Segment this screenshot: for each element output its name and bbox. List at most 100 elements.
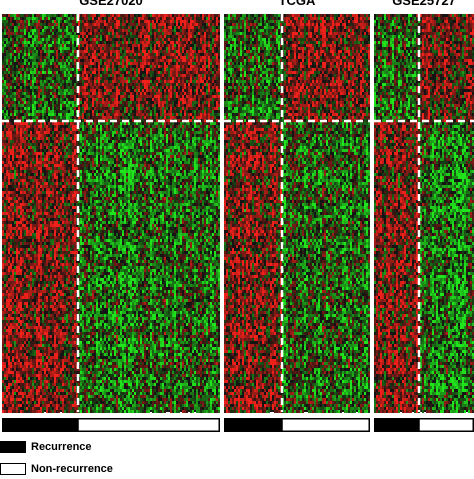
heatmap-cell <box>116 80 118 83</box>
heatmap-cell <box>86 134 88 137</box>
heatmap-cell <box>88 17 90 20</box>
heatmap-cell <box>104 104 106 107</box>
heatmap-cell <box>216 125 218 128</box>
heatmap-cell <box>52 131 54 134</box>
heatmap-cell <box>90 71 92 74</box>
heatmap-cell <box>116 29 118 32</box>
heatmap-cell <box>106 35 108 38</box>
heatmap-cell <box>40 101 42 104</box>
heatmap-cell <box>72 128 74 131</box>
heatmap-cell <box>6 128 8 131</box>
heatmap-cell <box>60 92 62 95</box>
heatmap-cell <box>112 161 114 164</box>
heatmap-cell <box>158 125 160 128</box>
heatmap-cell <box>212 29 214 32</box>
heatmap-cell <box>156 23 158 26</box>
heatmap-cell <box>106 113 108 116</box>
heatmap-cell <box>182 86 184 89</box>
heatmap-cell <box>122 62 124 65</box>
heatmap-cell <box>168 155 170 158</box>
heatmap-cell <box>64 32 66 35</box>
heatmap-cell <box>136 107 138 110</box>
heatmap-cell <box>202 29 204 32</box>
heatmap-cell <box>202 47 204 50</box>
heatmap-cell <box>178 95 180 98</box>
heatmap-cell <box>188 23 190 26</box>
heatmap-cell <box>154 140 156 143</box>
heatmap-cell <box>84 164 86 167</box>
heatmap-cell <box>14 164 16 167</box>
heatmap-cell <box>60 164 62 167</box>
heatmap-cell <box>154 164 156 167</box>
heatmap-cell <box>136 77 138 80</box>
heatmap-cell <box>198 104 200 107</box>
heatmap-cell <box>74 146 76 149</box>
heatmap-cell <box>66 26 68 29</box>
heatmap-cell <box>60 71 62 74</box>
heatmap-cell <box>18 95 20 98</box>
heatmap-cell <box>48 35 50 38</box>
heatmap-cell <box>34 113 36 116</box>
heatmap-cell <box>42 140 44 143</box>
heatmap-cell <box>44 74 46 77</box>
heatmap-cell <box>190 38 192 41</box>
heatmap-cell <box>88 83 90 86</box>
heatmap-cell <box>62 143 64 146</box>
heatmap-cell <box>146 71 148 74</box>
heatmap-cell <box>164 17 166 20</box>
heatmap-cell <box>128 143 130 146</box>
heatmap-cell <box>20 29 22 32</box>
heatmap-cell <box>162 164 164 167</box>
heatmap-cell <box>102 47 104 50</box>
heatmap-cell <box>46 107 48 110</box>
heatmap-cell <box>126 95 128 98</box>
heatmap-cell <box>54 23 56 26</box>
heatmap-cell <box>88 113 90 116</box>
heatmap-cell <box>200 149 202 152</box>
heatmap-cell <box>190 71 192 74</box>
heatmap-cell <box>48 77 50 80</box>
heatmap-cell <box>150 68 152 71</box>
heatmap-cell <box>116 59 118 62</box>
heatmap-cell <box>56 35 58 38</box>
heatmap-cell <box>42 41 44 44</box>
heatmap-cell <box>74 125 76 128</box>
heatmap-cell <box>56 20 58 23</box>
heatmap-cell <box>86 71 88 74</box>
heatmap-cell <box>122 71 124 74</box>
heatmap-cell <box>44 134 46 137</box>
heatmap-cell <box>136 155 138 158</box>
heatmap-cell <box>30 107 32 110</box>
heatmap-cell <box>58 23 60 26</box>
heatmap-cell <box>46 110 48 113</box>
heatmap-cell <box>212 71 214 74</box>
heatmap-cell <box>36 65 38 68</box>
heatmap-cell <box>166 14 168 17</box>
heatmap-cell <box>26 110 28 113</box>
heatmap-cell <box>28 38 30 41</box>
heatmap-cell <box>110 116 112 119</box>
heatmap-cell <box>158 122 160 125</box>
heatmap-cell <box>148 140 150 143</box>
heatmap-cell <box>168 131 170 134</box>
heatmap-cell <box>166 20 168 23</box>
heatmap-cell <box>44 65 46 68</box>
heatmap-cell <box>176 41 178 44</box>
heatmap-cell <box>132 152 134 155</box>
heatmap-cell <box>156 140 158 143</box>
heatmap-cell <box>92 134 94 137</box>
heatmap-cell <box>26 101 28 104</box>
heatmap-cell <box>16 167 18 170</box>
heatmap-cell <box>134 149 136 152</box>
heatmap-cell <box>142 89 144 92</box>
heatmap-cell <box>72 29 74 32</box>
heatmap-cell <box>40 107 42 110</box>
heatmap-cell <box>106 80 108 83</box>
heatmap-cell <box>62 14 64 17</box>
heatmap-cell <box>170 65 172 68</box>
heatmap-cell <box>112 77 114 80</box>
heatmap-cell <box>170 101 172 104</box>
heatmap-cell <box>140 38 142 41</box>
heatmap-cell <box>70 146 72 149</box>
heatmap-cell <box>4 152 6 155</box>
